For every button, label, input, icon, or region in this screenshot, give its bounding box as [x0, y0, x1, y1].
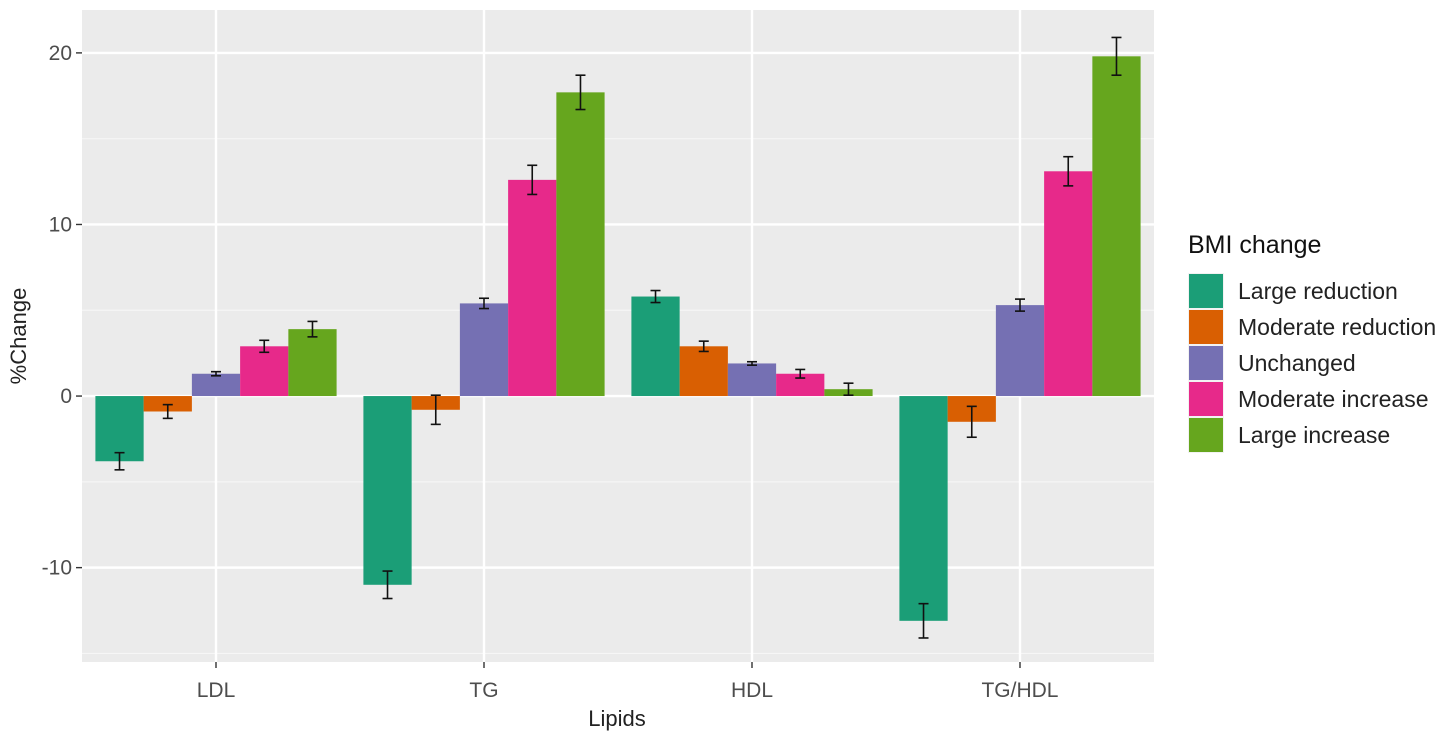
- legend-label: Moderate increase: [1238, 386, 1429, 412]
- y-tick-label: 20: [49, 42, 72, 65]
- legend-label: Unchanged: [1238, 350, 1356, 376]
- bar: [508, 179, 557, 397]
- bar: [191, 373, 241, 397]
- bar: [1092, 56, 1141, 397]
- plot-panel: [82, 10, 1154, 662]
- errorbar-layer: [114, 36, 1122, 639]
- legend-items: Large reduction Moderate reduction Unchang…: [1188, 273, 1436, 453]
- bars-layer: [95, 56, 1141, 621]
- legend-swatch: [1189, 346, 1223, 380]
- legend-label: Moderate reduction: [1238, 314, 1436, 340]
- x-tick-label: TG/HDL: [981, 679, 1058, 702]
- legend-swatch: [1189, 310, 1223, 344]
- bar: [727, 363, 777, 397]
- x-axis-title: Lipids: [588, 706, 645, 731]
- x-tick-label: TG: [469, 679, 498, 702]
- bar: [679, 346, 728, 397]
- legend-title: BMI change: [1188, 231, 1321, 259]
- legend-swatch: [1189, 274, 1223, 308]
- bar: [143, 396, 192, 412]
- axis-layer: -10 0 10 20 LDL TG HDL TG/HDL: [42, 42, 1059, 702]
- y-tick-label: 0: [60, 385, 72, 408]
- bar: [631, 296, 680, 397]
- legend-swatch: [1189, 382, 1223, 416]
- bar: [556, 92, 605, 397]
- bar: [776, 373, 825, 397]
- y-axis-title: %Change: [6, 288, 31, 385]
- legend-swatch: [1189, 418, 1223, 452]
- y-tick-label: 10: [49, 213, 72, 236]
- bar: [1044, 171, 1093, 397]
- bar: [995, 305, 1045, 397]
- bar: [288, 329, 337, 397]
- legend-label: Large increase: [1238, 422, 1390, 448]
- bar: [899, 396, 948, 621]
- legend: BMI change Large reduction Moderate reduc…: [1188, 231, 1436, 453]
- bar: [95, 396, 144, 462]
- x-tick-label: HDL: [731, 679, 773, 702]
- bar: [363, 396, 412, 585]
- bar: [459, 303, 509, 397]
- x-tick-label: LDL: [197, 679, 236, 702]
- legend-label: Large reduction: [1238, 278, 1398, 304]
- bar: [240, 346, 289, 397]
- y-tick-label: -10: [42, 557, 72, 580]
